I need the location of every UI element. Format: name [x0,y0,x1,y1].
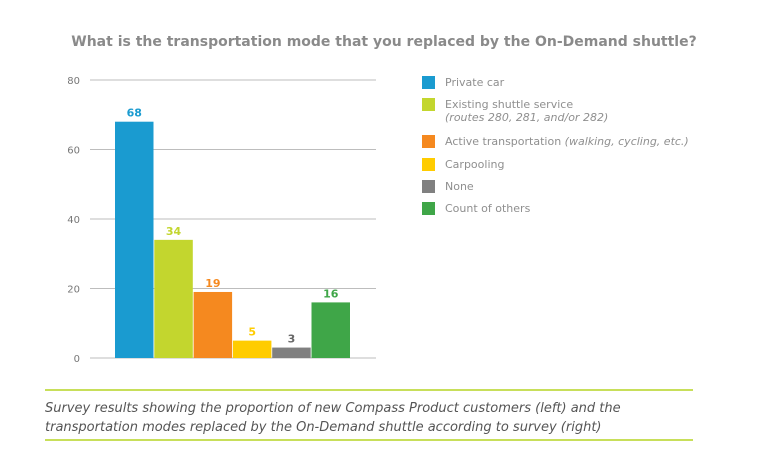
legend-label: Active transportation [445,135,562,148]
y-tick-label: 0 [74,354,80,365]
bar-count-of-others [311,302,350,358]
legend-label: Existing shuttle service [445,98,574,111]
legend-swatch [422,158,435,171]
data-label: 34 [166,225,182,238]
legend-note: (walking, cycling, etc.) [564,135,689,148]
y-tick-label: 20 [67,285,80,296]
bar-active-transportation [193,291,233,358]
bar-chart: 0 20 40 60 80 68 34 19 5 3 16 [67,76,376,365]
y-tick-label: 60 [67,146,80,157]
data-label: 5 [248,326,256,339]
legend-label: Carpooling [445,158,505,171]
y-tick-label: 40 [67,215,80,226]
legend-swatch [422,135,435,148]
legend-swatch [422,180,435,193]
y-tick-label: 80 [67,76,80,87]
data-label: 16 [323,287,339,300]
data-label: 19 [205,277,220,290]
legend-label: Private car [445,76,505,89]
legend-swatch [422,202,435,215]
legend-label: Count of others [445,202,531,215]
caption-top-rule [45,389,693,391]
legend-swatch [422,98,435,111]
bar-existing-shuttle-service [154,239,193,358]
data-label: 3 [288,333,296,346]
bar-none [272,347,311,358]
legend-swatch [422,76,435,89]
bar-carpooling [232,340,272,358]
caption: Survey results showing the proportion of… [45,401,621,435]
chart-title: What is the transportation mode that you… [71,34,697,50]
data-label: 68 [127,107,142,120]
bar-private-car [115,121,154,358]
legend-label: None [445,180,474,193]
legend-note: (routes 280, 281, and/or 282) [445,111,609,124]
caption-bottom-rule [45,439,693,441]
